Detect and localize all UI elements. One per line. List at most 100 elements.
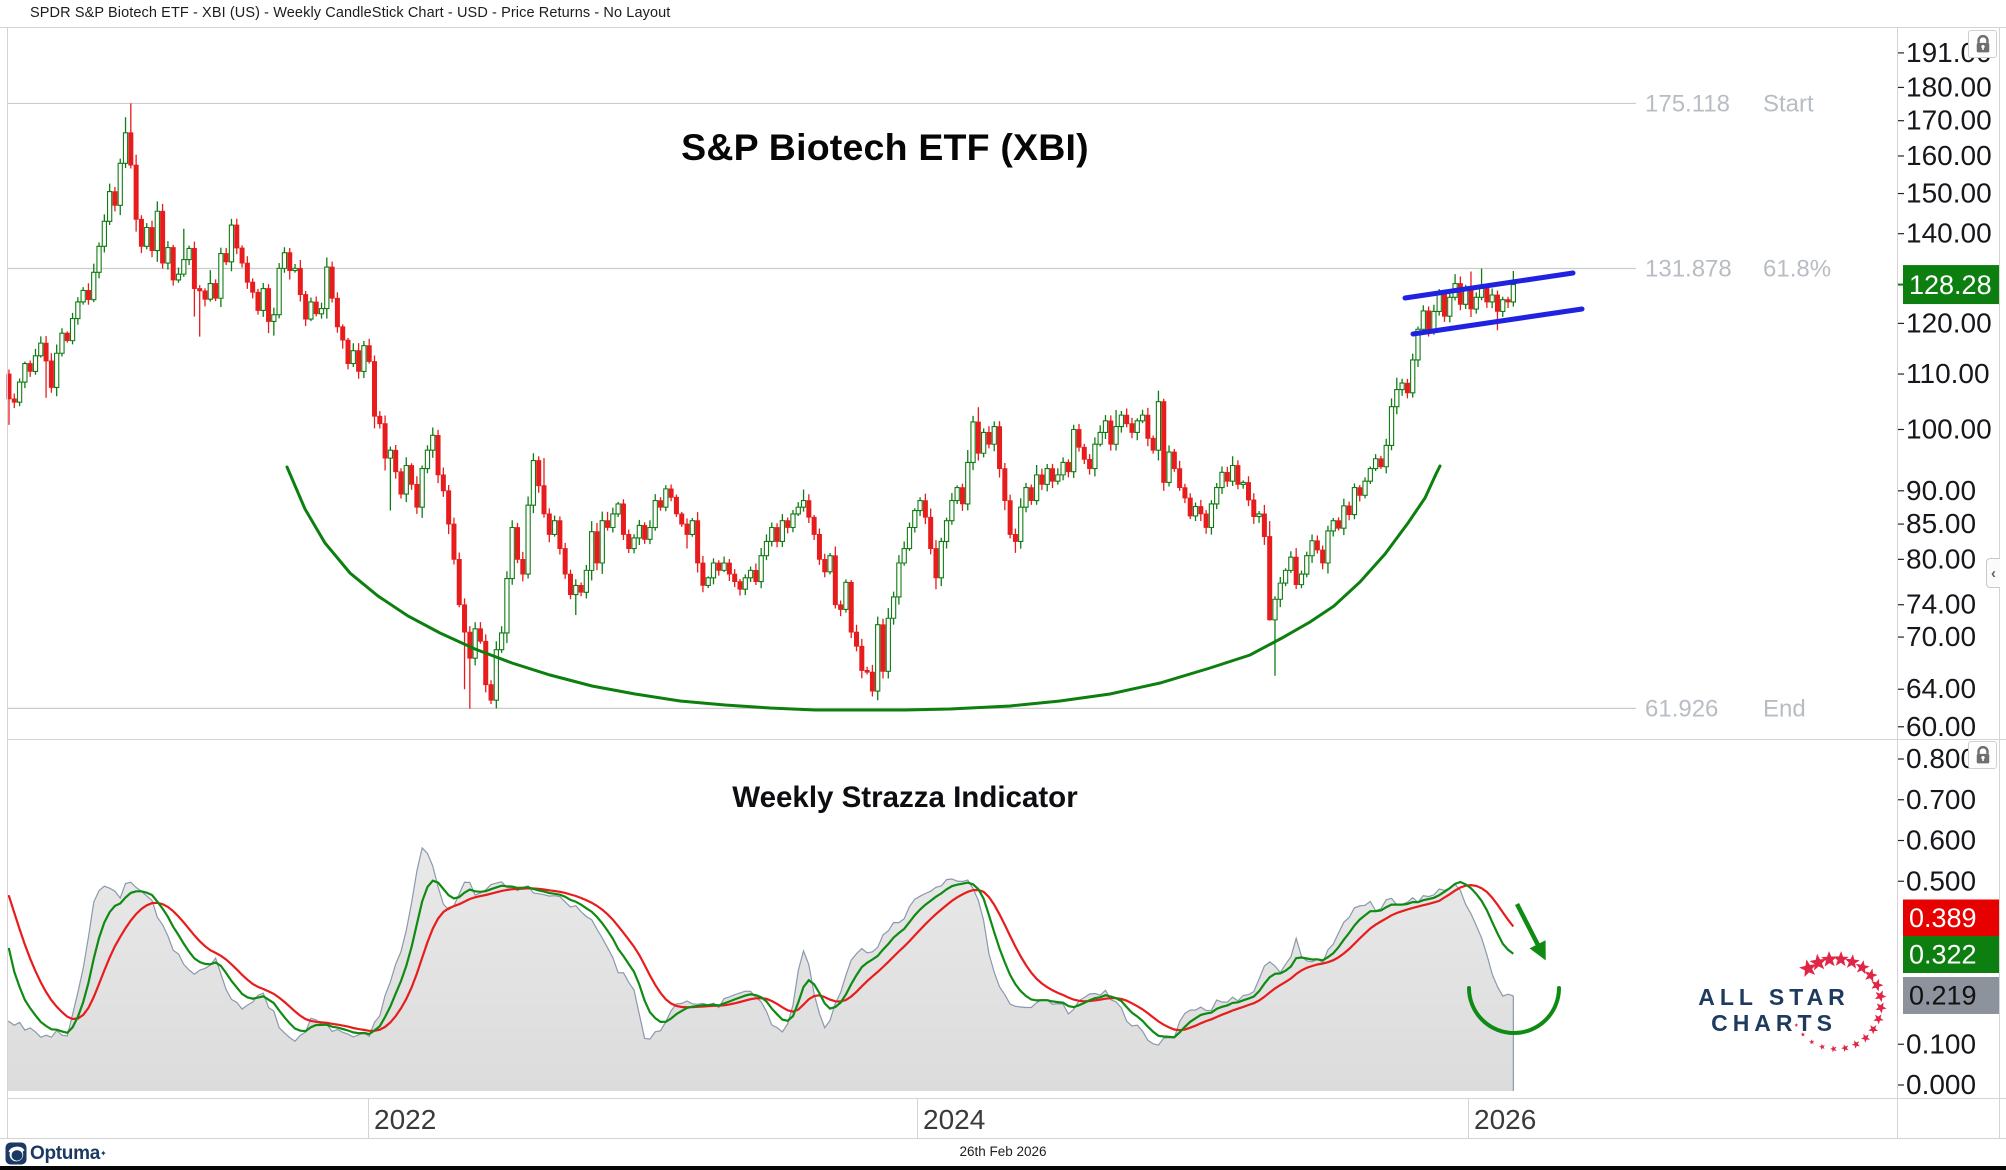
price-axis-label: 100.00 <box>1906 414 1992 445</box>
asc-star <box>1851 1040 1860 1049</box>
year-tick-2026 <box>1468 1099 1469 1138</box>
asc-line1: ALL STAR <box>1698 984 1850 1010</box>
fib-value: 61.926 <box>1645 695 1718 722</box>
asc-star <box>1874 990 1887 1003</box>
price-axis-label: 170.00 <box>1906 105 1992 136</box>
price-axis-lock[interactable] <box>1968 30 1997 58</box>
indicator-axis-label: 0.100 <box>1906 1028 1976 1059</box>
current-price-text: 128.28 <box>1909 270 1992 300</box>
price-axis-label: 74.00 <box>1906 589 1976 620</box>
indicator-badge-text: 0.219 <box>1909 981 1977 1011</box>
asc-star <box>1830 1045 1837 1053</box>
year-tick-2022 <box>368 1099 369 1138</box>
up-candle-bodies <box>16 132 1516 701</box>
asc-star <box>1861 1033 1870 1043</box>
fib-label: Start <box>1763 90 1814 117</box>
indicator-title: Weekly Strazza Indicator <box>732 781 1078 814</box>
current-price-badge <box>1903 265 1999 305</box>
indicator-layer <box>7 846 1515 1091</box>
indicator-badge-text: 0.322 <box>1909 940 1977 970</box>
candles-layer <box>6 103 1516 709</box>
price-axis-label: 85.00 <box>1906 508 1976 539</box>
indicator-badge <box>1903 936 1999 973</box>
price-axis-label: 64.00 <box>1906 673 1976 704</box>
asc-star <box>1871 978 1884 992</box>
panel-divider <box>7 739 2006 740</box>
price-axis-label: 80.00 <box>1906 543 1976 574</box>
optuma-logo: Optuma ✦ <box>5 1142 107 1165</box>
chart-date: 26th Feb 2026 <box>959 1144 1047 1159</box>
indicator-axis-label: 0.500 <box>1906 865 1976 896</box>
lock-icon <box>1976 745 1989 763</box>
asc-star <box>1821 951 1838 967</box>
price-axis-label: 180.00 <box>1906 71 1992 102</box>
optuma-wordmark: Optuma <box>30 1142 100 1164</box>
asc-star <box>1873 1014 1884 1025</box>
axes-layer: 191.00180.00170.00160.00150.00140.00120.… <box>1897 37 1999 1100</box>
asc-star <box>1809 1039 1815 1045</box>
down-candle-wicks <box>8 103 1509 709</box>
optuma-icon <box>5 1142 27 1165</box>
price-axis-label: 150.00 <box>1906 178 1992 209</box>
plot-left-border <box>7 28 8 1139</box>
asc-star <box>1875 1002 1887 1014</box>
price-axis-label: 140.00 <box>1906 218 1992 249</box>
fib-value: 131.878 <box>1645 255 1732 282</box>
collapse-panel-button[interactable]: ‹ <box>1986 558 2000 588</box>
indicator-badge <box>1903 899 1999 937</box>
channel-line-upper <box>1402 270 1576 301</box>
channel-line-lower <box>1410 306 1585 337</box>
year-label-2024: 2024 <box>923 1104 986 1135</box>
indicator-slow-line <box>7 883 1515 1032</box>
year-label-2022: 2022 <box>374 1104 437 1135</box>
asc-star <box>1819 1043 1825 1050</box>
saucer-curve <box>285 464 1442 712</box>
year-tick-2024 <box>917 1099 918 1138</box>
annotations-layer <box>285 270 1585 1035</box>
fib-label: 61.8% <box>1763 255 1831 282</box>
price-axis-label: 110.00 <box>1906 358 1990 389</box>
asc-line2: CHARTS <box>1711 1010 1837 1036</box>
time-axis-bottom-border <box>0 1138 2006 1139</box>
asc-star <box>1809 953 1827 971</box>
asc-star <box>1841 1044 1849 1052</box>
lock-icon <box>1976 34 1989 52</box>
asc-star-ring <box>1794 951 1887 1053</box>
indicator-area-fill <box>8 848 1514 1091</box>
price-axis-label: 70.00 <box>1906 621 1976 652</box>
price-axis-label: 60.00 <box>1906 711 1976 742</box>
indicator-axis-label: 0.700 <box>1906 784 1976 815</box>
main-chart-title: S&P Biotech ETF (XBI) <box>681 126 1089 168</box>
asc-star <box>1864 968 1878 982</box>
asc-wordmark: ALL STAR CHARTS <box>1694 984 1854 1036</box>
green-arrow-head <box>1529 940 1546 961</box>
price-axis-border <box>1897 28 1898 1139</box>
fib-value: 175.118 <box>1645 90 1730 117</box>
up-candle-wicks <box>18 117 1514 709</box>
price-axis-label: 120.00 <box>1906 307 1992 338</box>
indicator-axis-label: 0.600 <box>1906 825 1976 856</box>
asc-star <box>1845 954 1860 969</box>
indicator-axis-lock[interactable] <box>1968 741 1997 769</box>
green-arrow-shaft <box>1514 902 1542 949</box>
chevron-left-icon: ‹ <box>1991 564 1996 582</box>
header-divider <box>0 27 2006 28</box>
asc-star <box>1799 959 1817 978</box>
indicator-badge <box>1903 977 1999 1014</box>
indicator-axis-label: 0.800 <box>1906 743 1976 774</box>
allstarcharts-watermark: ALL STAR CHARTS <box>1694 950 1894 1060</box>
indicator-badge-text: 0.389 <box>1909 903 1977 933</box>
asc-star <box>1794 1023 1799 1027</box>
asc-star <box>1800 1032 1806 1037</box>
green-arc-smile <box>1467 986 1561 1035</box>
price-axis-label: 90.00 <box>1906 475 1976 506</box>
indicator-fast-line <box>7 879 1514 1039</box>
grid-layer: 175.118 Start 131.878 61.8% 61.926 End <box>8 90 1831 722</box>
asc-star <box>1833 951 1849 967</box>
time-axis-top-border <box>7 1098 2006 1099</box>
year-label-2026: 2026 <box>1474 1104 1537 1135</box>
down-candle-bodies <box>6 132 1511 701</box>
indicator-axis-label: 0.000 <box>1906 1069 1976 1100</box>
